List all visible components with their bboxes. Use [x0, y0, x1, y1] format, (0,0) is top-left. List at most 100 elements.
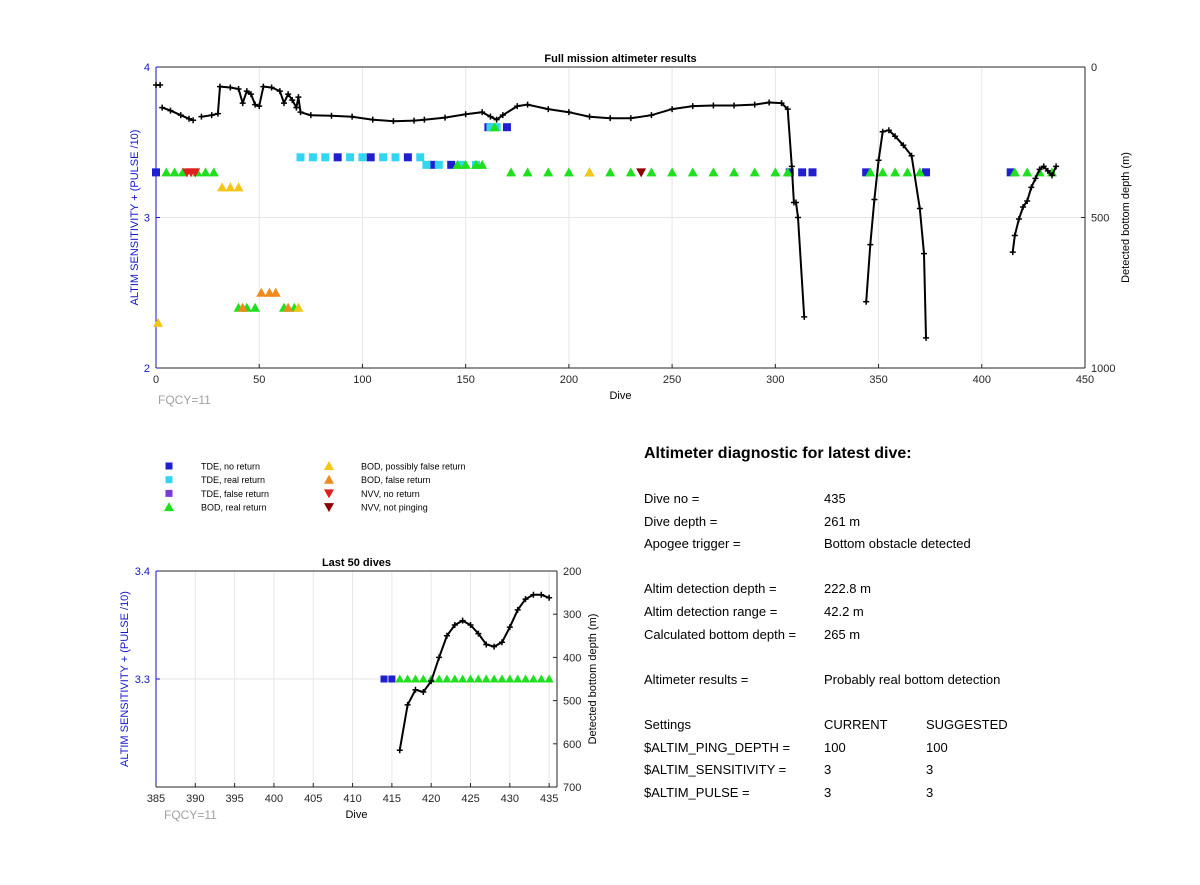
depth-point: [545, 106, 552, 113]
altimeter-diagnostic-panel: Altimeter diagnostic for latest dive: Di…: [644, 445, 1184, 807]
depth-point: [1044, 167, 1051, 174]
depth-point: [159, 104, 166, 111]
x-tick-label: 405: [304, 793, 322, 805]
diagnostic-row: Altim detection depth = 222.8 m: [644, 581, 1184, 604]
marker-bod-real-return: [543, 167, 554, 177]
marker-tde-real-return: [346, 153, 355, 162]
depth-point: [167, 107, 174, 114]
depth-point: [451, 622, 458, 628]
depth-point: [483, 641, 490, 648]
x-tick-label: 350: [869, 374, 887, 386]
marker-bod-real-return: [770, 167, 781, 177]
depth-point: [491, 643, 498, 650]
depth-point: [871, 196, 878, 203]
y-tick-label: 3: [144, 213, 150, 225]
marker-tde-no-return: [1006, 168, 1015, 177]
altim-detection-depth-label: Altim detection depth =: [644, 581, 777, 597]
depth-point: [538, 591, 545, 598]
x-tick-label: 415: [383, 793, 401, 805]
marker-bod-real-return: [865, 167, 876, 177]
depth-point: [307, 112, 314, 119]
y-tick-label: 3.4: [135, 566, 150, 578]
depth-point: [892, 133, 899, 140]
depth-point: [177, 112, 184, 119]
depth-point: [546, 594, 553, 601]
x-tick-label: 385: [147, 793, 165, 805]
x-tick-label: 300: [766, 374, 784, 386]
dive-no-value: 435: [824, 491, 846, 506]
depth-point: [436, 654, 443, 661]
depth-point: [186, 115, 193, 122]
fqcy-annotation: FQCY=11: [158, 393, 211, 407]
depth-point: [689, 103, 696, 110]
marker-bod-real-return: [544, 674, 554, 683]
marker-bod-real-return: [646, 167, 657, 177]
y2-axis-label: Detected bottom depth (m): [587, 614, 599, 745]
x-tick-label: 400: [265, 793, 283, 805]
chart-title: Full mission altimeter results: [544, 53, 696, 65]
depth-point: [404, 701, 411, 708]
diagnostic-row: Altim detection range = 42.2 m: [644, 604, 1184, 627]
x-tick-label: 50: [253, 374, 265, 386]
depth-point: [1032, 175, 1039, 182]
x-tick-label: 450: [1076, 374, 1094, 386]
chart-title: Last 50 dives: [322, 557, 391, 569]
y2-tick-label: 0: [1091, 62, 1097, 74]
legend-swatch: [324, 489, 334, 499]
depth-point: [442, 114, 449, 121]
marker-bod-false-return: [270, 287, 281, 297]
settings-row: $ALTIM_PING_DEPTH = 100 100: [644, 740, 1184, 763]
depth-point: [1015, 216, 1022, 223]
y-axis-label: ALTIM SENSITIVITY + (PULSE /10): [129, 130, 141, 306]
x-tick-label: 430: [501, 793, 519, 805]
depth-point: [669, 106, 676, 113]
settings-row: $ALTIM_PULSE = 3 3: [644, 785, 1184, 808]
depth-point: [479, 109, 486, 116]
depth-point: [276, 88, 283, 95]
sensitivity-current: 3: [824, 762, 832, 778]
legend-label: NVV, no return: [361, 489, 420, 499]
marker-tde-real-return: [308, 153, 317, 162]
depth-point: [208, 112, 215, 119]
depth-point: [710, 102, 717, 109]
last-50-dives-chart: 385 390 395 400 405 410 415 420 425 430 435 3.3 3.4 2…: [119, 557, 599, 822]
marker-bod-real-return: [395, 674, 405, 683]
marker-bod-real-return: [450, 674, 460, 683]
x-tick-label: 410: [343, 793, 361, 805]
legend-label: TDE, no return: [201, 462, 260, 472]
marker-bod-real-return: [208, 167, 219, 177]
depth-point: [916, 205, 923, 212]
depth-point: [784, 106, 791, 113]
depth-point: [499, 112, 506, 119]
depth-point: [1048, 172, 1055, 179]
marker-bod-real-return: [410, 674, 420, 683]
diagnostic-row: Apogee trigger = Bottom obstacle detecte…: [644, 536, 1184, 559]
marker-tde-no-return: [403, 153, 412, 162]
y2-tick-label: 300: [563, 609, 581, 621]
marker-bod-real-return: [890, 167, 901, 177]
depth-point: [863, 298, 870, 305]
altim-detection-range-value: 42.2 m: [824, 603, 864, 619]
marker-bod-real-return: [442, 674, 452, 683]
pulse-label: $ALTIM_PULSE =: [644, 784, 750, 800]
depth-point: [648, 112, 655, 119]
depth-point: [443, 632, 450, 639]
depth-point: [428, 678, 435, 685]
depth-point: [875, 157, 882, 164]
marker-bod-real-return: [497, 674, 507, 683]
y2-tick-label: 500: [563, 696, 581, 708]
depth-point: [475, 630, 482, 637]
marker-bod-real-return: [563, 167, 574, 177]
depth-point: [1028, 184, 1035, 191]
settings-row: $ALTIM_SENSITIVITY = 3 3: [644, 762, 1184, 785]
depth-point: [795, 214, 802, 221]
depth-point: [328, 112, 335, 119]
legend-swatch: [165, 489, 173, 497]
depth-point: [792, 199, 799, 206]
marker-bod-real-return: [489, 122, 500, 132]
marker-bod-real-return: [528, 674, 538, 683]
depth-point: [1053, 163, 1060, 170]
depth-point: [256, 103, 263, 110]
depth-point: [514, 103, 521, 110]
depth-point: [280, 100, 287, 107]
